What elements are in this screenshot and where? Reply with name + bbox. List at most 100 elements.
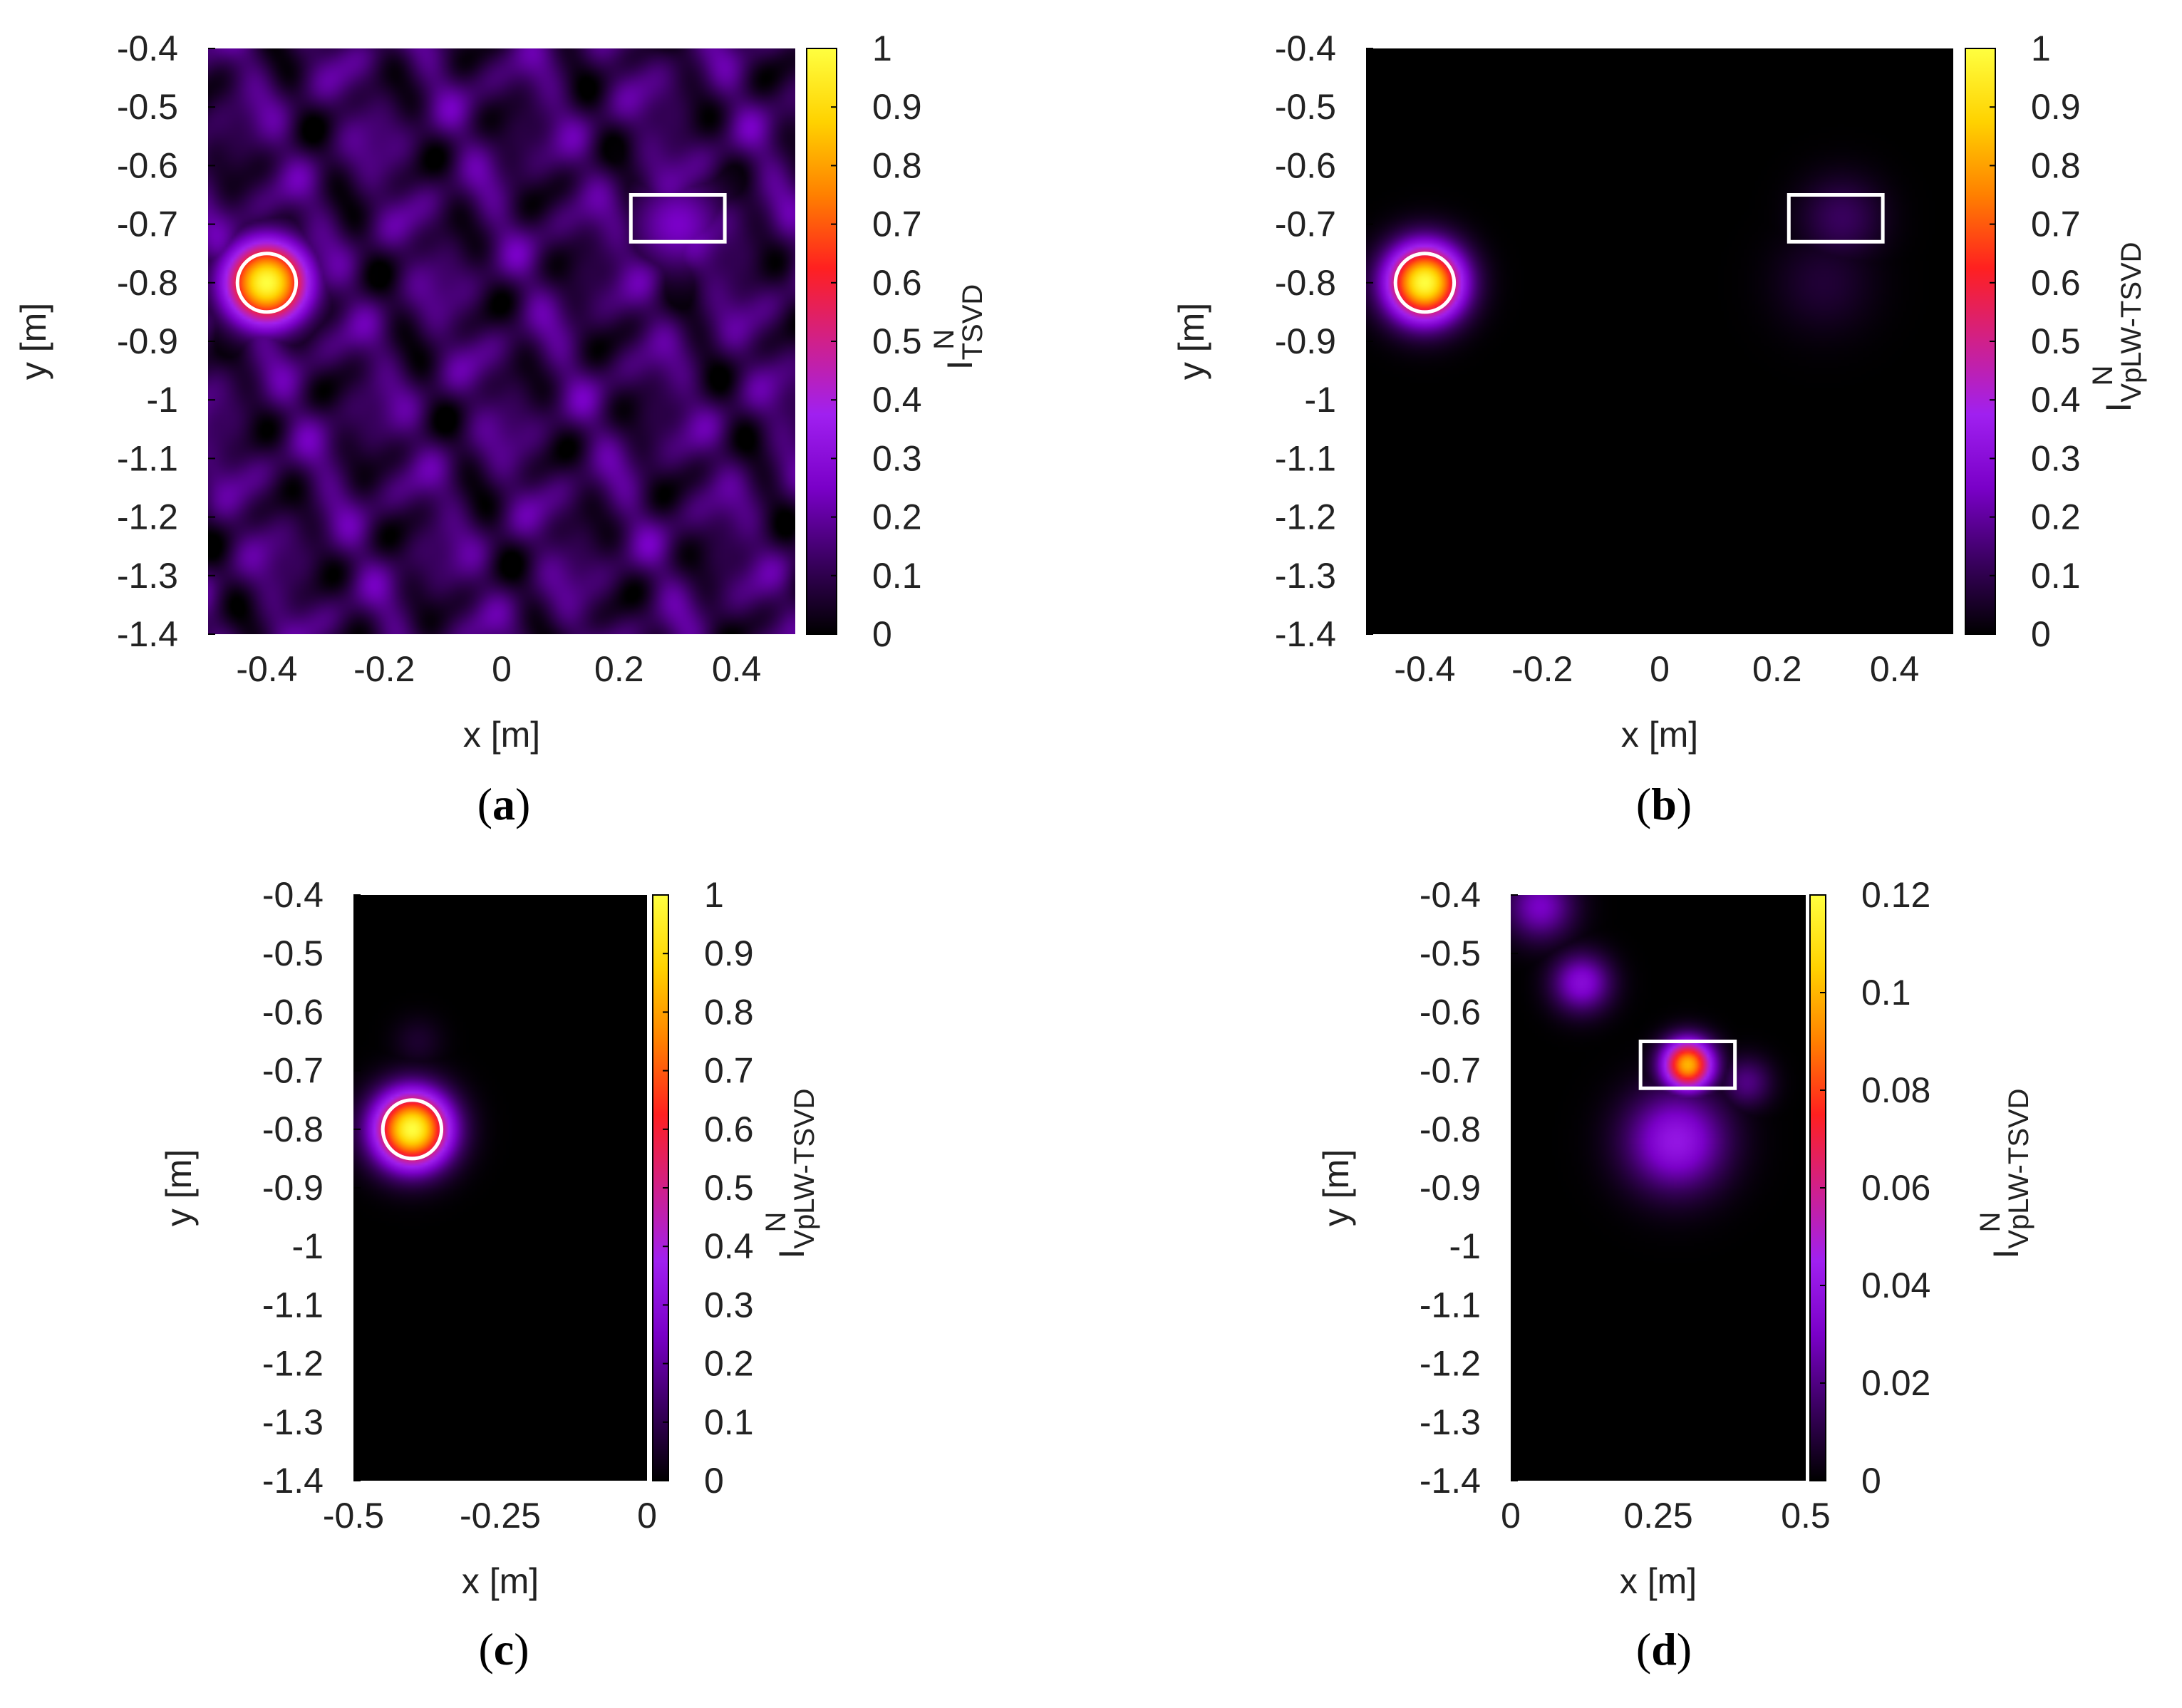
y-tick-label: -0.9 (1275, 321, 1336, 361)
y-tick-label: -0.7 (1275, 205, 1336, 244)
colorbar-label: IVpLW-TSVDN (2087, 242, 2147, 412)
colorbar-tick-label: 0.4 (2031, 380, 2081, 420)
heatmap-image (1366, 48, 1953, 634)
y-tick-label: -1.3 (1275, 556, 1336, 596)
x-tick-label: 0.5 (1781, 1496, 1831, 1536)
y-tick-label: -1.2 (117, 497, 178, 537)
y-tick-label: -0.6 (262, 992, 324, 1032)
y-tick-label: -1.4 (1420, 1461, 1481, 1501)
colorbar-tick-label: 0.6 (872, 263, 922, 303)
x-tick-label: 0.2 (1752, 649, 1802, 689)
colorbar-tick-label: 0.06 (1861, 1168, 1930, 1208)
colorbar-tick-label: 0.12 (1861, 875, 1930, 915)
colorbar-tick-label: 0 (872, 614, 892, 654)
x-tick-label: 0 (1650, 649, 1670, 689)
y-tick-label: -1.4 (1275, 614, 1336, 654)
panel-a: -0.4 -0.5 -0.6 -0.7 -0.8 -0.9 -1 -1.1 -1.2 -1.3 -1… (14, 29, 988, 829)
y-tick-label: -1.3 (262, 1402, 324, 1442)
heatmap-image (208, 48, 795, 634)
colorbar-tick-label: 0.8 (2031, 145, 2081, 185)
panel-d: -0.4 -0.5 -0.6 -0.7 -0.8 -0.9 -1 -1.1 -1.2 -1.3 -1… (1316, 875, 2034, 1675)
heatmap-image (1511, 895, 1806, 1481)
panel-caption: (d) (1636, 1624, 1692, 1675)
target-rectangle (1638, 1040, 1737, 1090)
y-tick-label: -1 (292, 1226, 324, 1266)
y-tick-label: -1 (1449, 1226, 1481, 1266)
y-tick-label: -1 (1305, 380, 1336, 420)
colorbar-tick-label: 0.5 (704, 1168, 754, 1208)
y-tick-label: -1.4 (117, 614, 178, 654)
colorbar-tick-label: 0.7 (872, 205, 922, 244)
colorbar-tick-label: 0.9 (2031, 87, 2081, 127)
colorbar-tick-label: 0.5 (872, 321, 922, 361)
y-tick-label: -1.4 (262, 1461, 324, 1501)
x-axis-label: x [m] (1621, 715, 1698, 755)
y-tick-label: -0.8 (1420, 1109, 1481, 1149)
panel-c: -0.4 -0.5 -0.6 -0.7 -0.8 -0.9 -1 -1.1 -1.2 -1.3 -1… (159, 875, 820, 1675)
colorbar-tick-label: 0.8 (704, 992, 754, 1032)
y-tick-label: -0.9 (1420, 1168, 1481, 1208)
y-tick-label: -1.1 (1420, 1285, 1481, 1325)
x-axis-label: x [m] (463, 715, 540, 755)
colorbar-tick-label: 0.1 (2031, 556, 2081, 596)
colorbar-tick-label: 0.4 (704, 1226, 754, 1266)
y-axis-label: y [m] (1172, 303, 1211, 380)
x-axis-label: x [m] (462, 1561, 539, 1601)
y-tick-label: -0.5 (1275, 87, 1336, 127)
target-rectangle (629, 193, 727, 244)
y-tick-label: -0.7 (1420, 1051, 1481, 1091)
y-axis-label: y [m] (14, 303, 53, 380)
colorbar-tick-label: 0 (2031, 614, 2051, 654)
y-tick-label: -0.8 (262, 1109, 324, 1149)
y-tick-label: -0.8 (117, 263, 178, 303)
y-tick-label: -1.1 (1275, 438, 1336, 478)
x-tick-label: 0 (1501, 1496, 1521, 1536)
y-tick-label: -0.8 (1275, 263, 1336, 303)
x-tick-label: 0.25 (1623, 1496, 1692, 1536)
y-tick-label: -0.9 (262, 1168, 324, 1208)
x-tick-label: 0.4 (712, 649, 762, 689)
y-tick-label: -0.4 (262, 875, 324, 915)
x-tick-label: -0.2 (353, 649, 415, 689)
colorbar-tick-label: 0.04 (1861, 1266, 1930, 1305)
heatmap-image (353, 895, 647, 1481)
x-tick-label: -0.2 (1511, 649, 1573, 689)
colorbar-tick-label: 0.2 (2031, 497, 2081, 537)
colorbar-tick-label: 0.8 (872, 145, 922, 185)
y-axis-label: y [m] (159, 1149, 199, 1226)
y-tick-label: -0.9 (117, 321, 178, 361)
target-circle (235, 252, 299, 314)
colorbar-tick-label: 0.7 (2031, 205, 2081, 244)
y-tick-label: -0.4 (117, 29, 178, 68)
colorbar-tick-label: 1 (872, 29, 892, 68)
x-tick-label: -0.5 (323, 1496, 384, 1536)
y-tick-label: -0.5 (262, 933, 324, 973)
y-tick-label: -1.1 (262, 1285, 324, 1325)
colorbar-tick-label: 0.2 (872, 497, 922, 537)
colorbar-label: ITSVDN (929, 284, 988, 371)
colorbar-tick-label: 0.08 (1861, 1070, 1930, 1110)
colorbar-tick-label: 0.7 (704, 1051, 754, 1091)
x-tick-label: -0.25 (460, 1496, 541, 1536)
y-tick-label: -0.6 (1420, 992, 1481, 1032)
x-tick-label: -0.4 (236, 649, 297, 689)
y-tick-label: -1.3 (117, 556, 178, 596)
colorbar (653, 895, 668, 1481)
colorbar-tick-label: 0.1 (872, 556, 922, 596)
colorbar-tick-label: 0.6 (704, 1109, 754, 1149)
colorbar-tick-label: 0.9 (704, 933, 754, 973)
y-tick-label: -1.2 (262, 1344, 324, 1384)
colorbar-tick-label: 0.9 (872, 87, 922, 127)
x-tick-label: 0.4 (1870, 649, 1920, 689)
y-axis-label: y [m] (1316, 1149, 1356, 1226)
panel-caption: (b) (1636, 779, 1692, 829)
x-tick-label: -0.4 (1394, 649, 1455, 689)
y-tick-label: -0.4 (1420, 875, 1481, 915)
y-tick-label: -1.2 (1275, 497, 1336, 537)
colorbar-tick-label: 0.3 (2031, 438, 2081, 478)
target-rectangle (1787, 193, 1885, 244)
colorbar-tick-label: 0.2 (704, 1344, 754, 1384)
colorbar-tick-label: 0.6 (2031, 263, 2081, 303)
y-tick-label: -1.3 (1420, 1402, 1481, 1442)
